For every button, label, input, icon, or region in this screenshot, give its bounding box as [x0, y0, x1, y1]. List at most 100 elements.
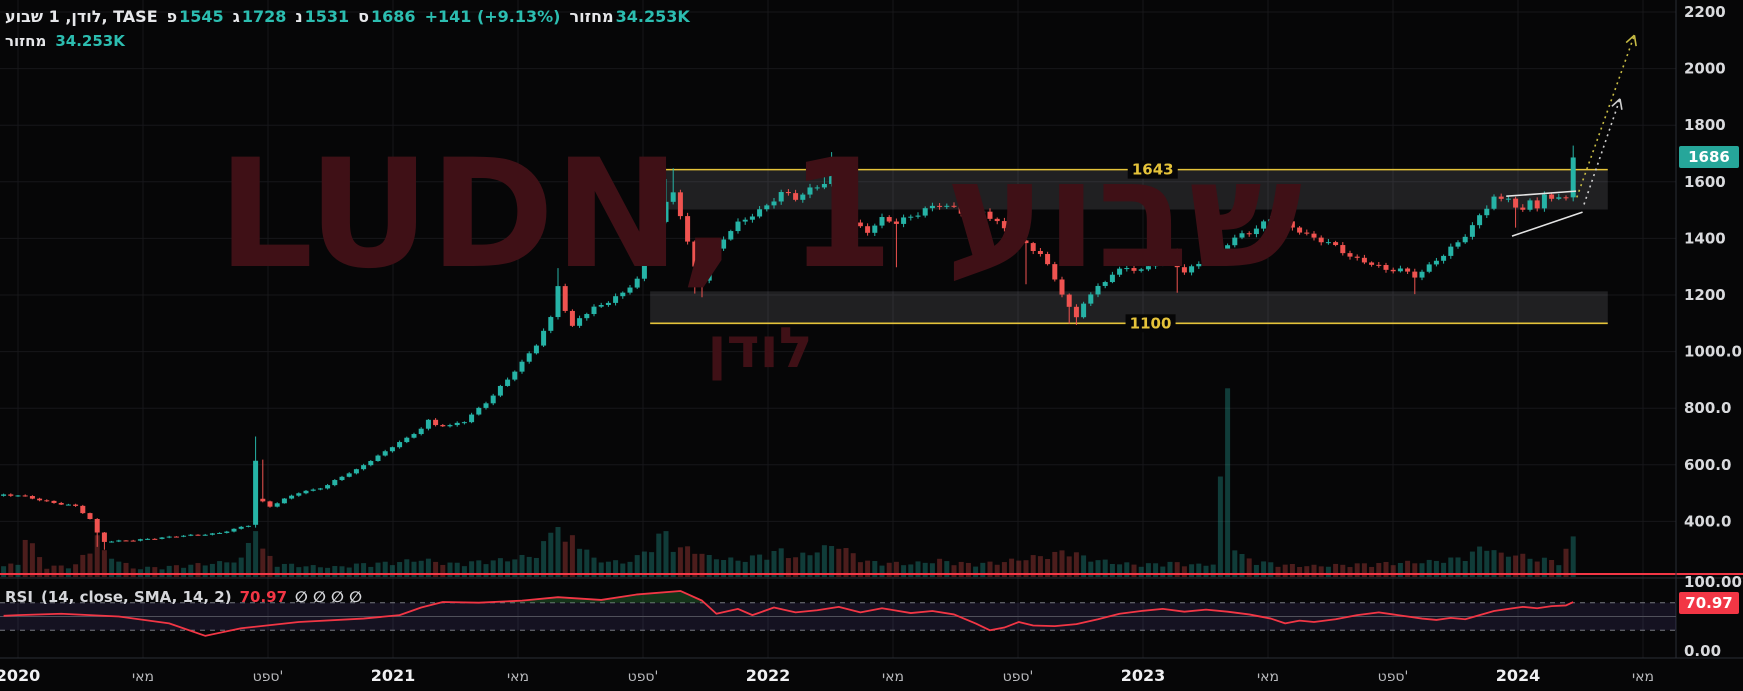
time-axis-year-label[interactable]: 2022 — [746, 666, 791, 685]
candle-body — [80, 505, 86, 514]
volume-bar — [1023, 560, 1029, 577]
volume-bar — [433, 561, 439, 577]
candle — [397, 440, 403, 449]
volume-bar — [65, 568, 71, 577]
candle-body — [922, 208, 928, 216]
candle — [440, 423, 446, 428]
candle — [901, 214, 907, 228]
drawings[interactable] — [1506, 34, 1637, 237]
symbol-title[interactable]: לודן, 1 שבוע, TASE — [5, 7, 158, 26]
candle-body — [1282, 221, 1288, 223]
volume-bar — [994, 564, 1000, 577]
candle-body — [51, 500, 57, 503]
time-scale[interactable]: 2020 מאי ספט' 2021 מאי ספט' 2022 מאי ספט' 2023 מאי… — [0, 666, 1654, 685]
candle — [1037, 248, 1043, 257]
volume-bar — [814, 552, 820, 577]
candle-body — [29, 496, 35, 499]
candle — [469, 412, 475, 424]
volume-bar — [339, 566, 345, 577]
symbol-legend[interactable]: לודן, 1 שבוע, TASE פ 1545 ג 1728 נ 1531 ס 16… — [5, 7, 690, 26]
candle — [1095, 283, 1101, 298]
candle — [51, 500, 57, 504]
rsi-line — [3, 590, 1574, 637]
candle-body — [965, 213, 971, 218]
time-axis-month-label[interactable]: ספט' — [1003, 669, 1034, 685]
candle — [1117, 266, 1123, 277]
volume-bar — [109, 558, 115, 577]
volume-bar — [829, 546, 835, 577]
time-axis-month-label[interactable]: מאי — [507, 669, 529, 685]
candle — [1419, 269, 1425, 281]
volume-bar — [1448, 557, 1454, 577]
candle — [1477, 213, 1483, 229]
trendline[interactable] — [1506, 190, 1577, 198]
volume-bar — [908, 564, 914, 577]
time-axis-year-label[interactable]: 2020 — [0, 666, 40, 685]
volume-bar — [1052, 551, 1058, 577]
candle — [1556, 193, 1562, 201]
candle — [1232, 234, 1238, 248]
volume-bar — [497, 558, 503, 577]
candle-body — [181, 535, 187, 537]
volume-indicator-legend[interactable]: מחזור 34.253K — [5, 32, 125, 50]
candle — [325, 483, 331, 490]
candle — [490, 393, 496, 406]
supply-demand-zones[interactable]: 1643 1100 — [650, 160, 1608, 333]
volume-bar — [1210, 564, 1216, 577]
volume-bar — [1189, 564, 1195, 577]
candle — [1102, 280, 1108, 289]
time-axis-month-label[interactable]: ספט' — [1378, 669, 1409, 685]
volume-bar — [1477, 546, 1483, 577]
candle — [73, 503, 79, 507]
volume-bar — [1333, 563, 1339, 577]
candle-body — [94, 518, 100, 533]
candle — [1268, 216, 1274, 223]
volume-bar — [130, 568, 136, 577]
volume-bar — [15, 564, 21, 577]
candle-body — [994, 218, 1000, 222]
candle-body — [1131, 268, 1137, 271]
time-axis-month-label[interactable]: מאי — [132, 669, 154, 685]
price-scale[interactable]: 2200 2000 1800 1600 1400 1200 1000.0 800.0 600.0… — [1684, 3, 1742, 660]
time-axis-year-label[interactable]: 2024 — [1496, 666, 1541, 685]
volume-bar — [1232, 550, 1238, 577]
time-axis-year-label[interactable]: 2021 — [371, 666, 416, 685]
candle — [829, 152, 835, 187]
time-axis-month-label[interactable]: ספט' — [253, 669, 284, 685]
candle — [80, 504, 86, 514]
volume-bar — [238, 557, 244, 577]
time-axis-month-label[interactable]: מאי — [1257, 669, 1279, 685]
candle-body — [1009, 228, 1015, 239]
candle — [188, 534, 194, 537]
trendline[interactable] — [1511, 211, 1583, 237]
candle-body — [785, 192, 791, 194]
candle-body — [821, 183, 827, 188]
rsi-empty-values: ∅ ∅ ∅ ∅ — [295, 588, 363, 606]
candle — [44, 499, 50, 502]
volume-bar — [281, 563, 287, 577]
candle — [145, 538, 151, 540]
time-axis-year-label[interactable]: 2023 — [1121, 666, 1166, 685]
volume-bar — [1419, 563, 1425, 577]
volume-bar — [267, 555, 273, 577]
candle — [1131, 265, 1137, 274]
time-axis-month-label[interactable]: ספט' — [628, 669, 659, 685]
candle-body — [1239, 233, 1245, 238]
candle-body — [1397, 268, 1403, 272]
candle-body — [893, 221, 899, 224]
rsi-indicator-legend[interactable]: RSI (14, close, SMA, 14, 2) 70.97 ∅ ∅ ∅ … — [5, 588, 362, 606]
time-axis-month-label[interactable]: מאי — [1632, 669, 1654, 685]
candle — [159, 537, 165, 540]
candle-body — [1304, 232, 1310, 234]
candle — [908, 214, 914, 221]
candle-body — [274, 503, 280, 507]
projection-arrow[interactable] — [1583, 98, 1621, 205]
price-axis-label: 1400 — [1684, 229, 1726, 247]
candle — [1304, 229, 1310, 236]
candle-body — [461, 422, 467, 424]
time-axis-month-label[interactable]: מאי — [882, 669, 904, 685]
candle — [58, 501, 64, 506]
candle — [245, 525, 251, 528]
candle — [721, 236, 727, 251]
